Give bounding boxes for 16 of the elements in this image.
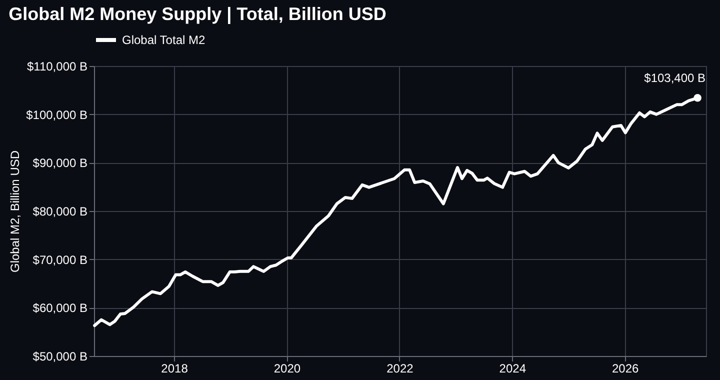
y-tick-label: $90,000 B: [32, 156, 88, 170]
chart-title: Global M2 Money Supply | Total, Billion USD: [8, 4, 386, 24]
y-tick-label: $110,000 B: [27, 60, 88, 74]
annotation: $103,400 B: [644, 70, 706, 85]
x-tick-label: 2026: [612, 362, 640, 376]
legend-label: Global Total M2: [122, 33, 206, 47]
y-tick-label: $100,000 B: [26, 108, 88, 122]
y-tick-label: $50,000 B: [32, 350, 88, 364]
x-tick-label: 2024: [499, 362, 526, 376]
y-axis-title: Global M2, Billion USD: [8, 150, 22, 273]
x-tick-label: 2020: [274, 362, 301, 376]
y-tick-label: $80,000 B: [32, 204, 88, 218]
y-tick-label: $60,000 B: [32, 301, 88, 316]
y-tick-label: $70,000 B: [32, 252, 88, 267]
x-tick-label: 2018: [161, 362, 188, 376]
x-tick-label: 2022: [386, 362, 414, 376]
